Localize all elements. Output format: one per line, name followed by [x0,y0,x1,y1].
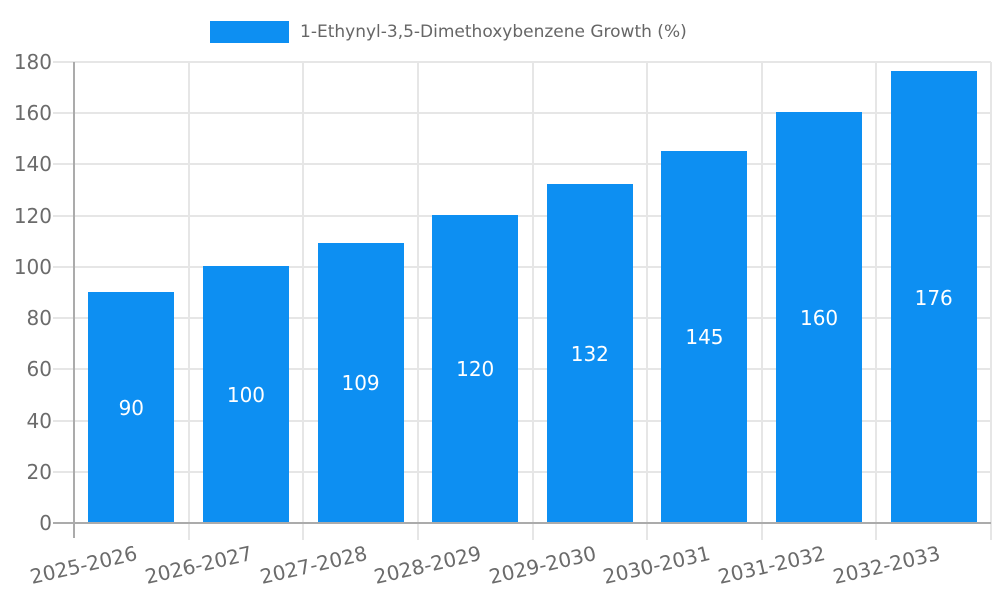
x-gridline [531,62,534,540]
bar-value-label: 160 [799,306,839,331]
bar[interactable] [202,265,289,522]
y-gridline [53,419,991,422]
y-tick-label: 40 [26,408,52,433]
bar[interactable] [432,214,519,522]
bar[interactable] [546,183,633,522]
x-axis-line [53,522,991,524]
x-gridline [187,62,190,540]
y-tick-label: 160 [13,101,52,126]
legend[interactable]: 1-Ethynyl-3,5-Dimethoxybenzene Growth (%… [210,20,687,44]
y-gridline [53,214,991,217]
y-axis-line [73,62,75,538]
y-tick-label: 0 [39,511,52,535]
y-tick-label: 20 [26,459,52,484]
y-gridline [53,61,991,64]
y-tick-label: 60 [26,357,52,382]
bar-value-label: 176 [914,285,953,310]
x-gridline [875,62,878,540]
y-tick-label: 140 [13,152,52,177]
bar[interactable] [317,242,404,522]
y-tick-label: 80 [26,306,52,331]
x-gridline [302,62,305,540]
bar-value-label: 145 [685,325,724,350]
plot-area: 0 20 40 60 80 100 120 140 160 180 90 2025-2026 100 20… [14,50,992,589]
y-tick-label: 100 [13,254,52,279]
bar[interactable] [661,150,748,522]
legend-swatch-icon [210,21,289,43]
y-gridline [53,368,991,371]
y-gridline [53,317,991,320]
bar[interactable] [776,112,863,522]
legend-label: 1-Ethynyl-3,5-Dimethoxybenzene Growth (%… [300,22,687,42]
x-gridline [416,62,419,540]
x-gridline [646,62,649,540]
x-gridline [990,62,992,540]
bar[interactable] [890,71,977,522]
bar-value-label: 120 [456,357,495,382]
x-gridline [760,62,763,540]
bar-value-label: 90 [118,395,145,420]
bar[interactable] [88,291,175,522]
y-tick-label: 180 [13,50,52,74]
y-gridline [53,470,991,473]
y-tick-label: 120 [13,203,52,228]
bar-value-label: 109 [341,371,380,396]
bar-value-label: 132 [570,341,609,366]
bar-value-label: 100 [226,382,266,407]
y-gridline [53,163,991,166]
y-gridline [53,265,991,268]
y-gridline [53,112,991,115]
